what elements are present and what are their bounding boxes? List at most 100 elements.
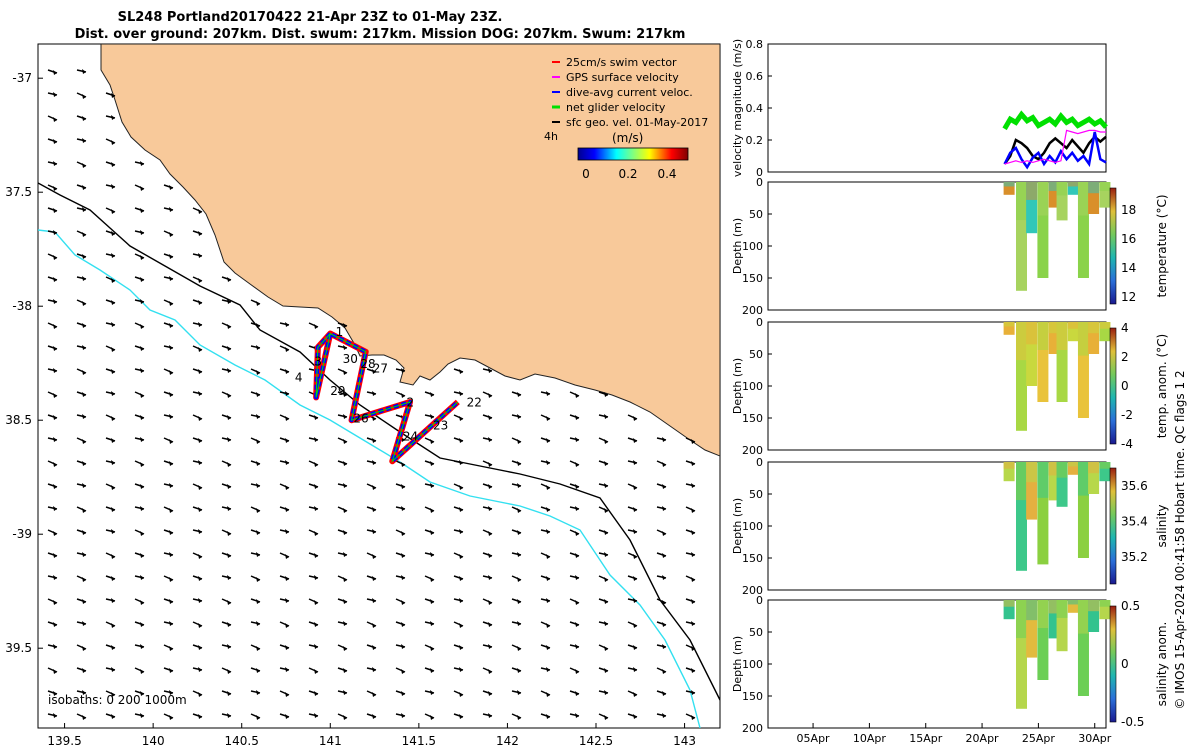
current-vector-head xyxy=(256,301,260,306)
current-vector-head xyxy=(314,506,318,511)
current-vector-head xyxy=(575,713,579,718)
current-vector-head xyxy=(198,209,202,214)
profile-column-upper xyxy=(1026,182,1038,200)
current-vector-head xyxy=(169,530,173,535)
current-vector-head xyxy=(575,644,579,649)
depth-tick-label: 150 xyxy=(742,552,763,565)
current-vector-head xyxy=(575,484,579,489)
current-vector-head xyxy=(343,508,347,513)
current-vector-head xyxy=(285,598,289,603)
current-vector-head xyxy=(111,231,115,236)
current-vector-head xyxy=(575,622,579,627)
current-vector-head xyxy=(459,416,463,421)
current-vector-head xyxy=(372,623,376,628)
profile-column xyxy=(1016,600,1027,709)
velocity-y-tick-label: 0.4 xyxy=(746,102,764,115)
temperature-anomaly-section: 0 50 100 150 200 Depth (m) 4 2 0 -2 -4 temp. anom. … xyxy=(731,316,1169,457)
current-vector-head xyxy=(111,576,115,581)
current-vector-head xyxy=(169,185,173,190)
track-day-label: 24 xyxy=(403,430,418,444)
profile-column-upper xyxy=(1077,182,1089,216)
current-vector-head xyxy=(53,600,57,605)
current-vector-head xyxy=(488,644,492,649)
depth-tick-label: 100 xyxy=(742,380,763,393)
current-vector-head xyxy=(256,621,260,626)
profile-column xyxy=(1016,322,1027,431)
current-vector-head xyxy=(198,529,202,534)
section-colorbar-tick: 0 xyxy=(1121,379,1129,393)
current-vector-head xyxy=(82,323,86,328)
profile-column xyxy=(1026,462,1038,520)
current-vector-head xyxy=(82,646,86,651)
current-vector-head xyxy=(169,276,173,281)
current-vector-head xyxy=(140,713,144,718)
isobath-1000m xyxy=(38,229,701,728)
current-vector-head xyxy=(314,437,318,442)
current-vector-head xyxy=(488,484,492,489)
current-vector-head xyxy=(140,600,144,605)
salinity-anomaly-section: 0 50 100 150 200 Depth (m) 0.5 0 -0.5 salinity an… xyxy=(731,594,1169,735)
current-vector-head xyxy=(140,208,144,213)
current-vector-head xyxy=(82,163,86,168)
current-vector-head xyxy=(459,667,463,672)
current-vector-head xyxy=(430,483,434,488)
current-vector-head xyxy=(517,392,521,397)
current-vector-head xyxy=(82,301,86,306)
current-vector-head xyxy=(633,714,637,719)
profile-column-upper xyxy=(1077,600,1089,634)
current-vector-head xyxy=(343,599,347,604)
current-vector-head xyxy=(53,255,57,260)
section-colorbar xyxy=(1109,187,1117,305)
legend-net-label: net glider velocity xyxy=(566,101,666,114)
current-vector-head xyxy=(517,530,521,535)
map-x-tick-label: 140.5 xyxy=(225,734,259,748)
current-vector-head xyxy=(198,485,202,490)
current-vector-head xyxy=(140,393,144,398)
current-vector-head xyxy=(140,346,144,351)
current-vector-head xyxy=(198,692,202,697)
current-vector-head xyxy=(372,554,376,559)
map-x-tick-label: 139.5 xyxy=(47,734,81,748)
profile-column xyxy=(1048,462,1060,501)
current-vector-head xyxy=(53,415,57,420)
current-vector-head xyxy=(488,393,492,398)
current-vector-head xyxy=(430,439,434,444)
current-vector-head xyxy=(314,553,318,558)
profile-column xyxy=(1037,462,1049,565)
current-vector-head xyxy=(140,691,144,696)
profile-column-upper xyxy=(1048,462,1060,476)
current-vector-head xyxy=(488,531,492,536)
current-vector-head xyxy=(459,598,463,603)
current-vector-head xyxy=(53,208,57,213)
current-vector-head xyxy=(633,416,637,421)
profile-column xyxy=(1099,322,1111,342)
current-vector-head xyxy=(256,715,260,720)
section-colorbar-tick: 0 xyxy=(1121,657,1129,671)
current-vector-head xyxy=(343,461,347,466)
current-vector-head xyxy=(662,622,666,627)
speed-colorbar-tick-2: 0.4 xyxy=(657,167,676,181)
current-vector-head xyxy=(111,93,115,98)
track-day-label: 22 xyxy=(467,396,482,410)
current-vector-head xyxy=(140,644,144,649)
map-y-axis: -37 37.5 -38 38.5 -39 39.5 xyxy=(5,71,43,655)
current-vector-head xyxy=(169,232,173,237)
current-vector-head xyxy=(401,531,405,536)
current-vector-head xyxy=(53,186,57,191)
depth-tick-label: 0 xyxy=(756,316,763,329)
profile-column xyxy=(1016,182,1027,291)
current-vector-head xyxy=(343,621,347,626)
current-vector-head xyxy=(256,552,260,557)
map-y-tick-label: -37 xyxy=(12,71,32,85)
profile-column xyxy=(1048,182,1060,208)
current-vector-head xyxy=(401,393,405,398)
current-vector-head xyxy=(53,437,57,442)
current-vector-head xyxy=(169,301,173,306)
current-vector-head xyxy=(517,668,521,673)
velocity-y-tick-label: 0.8 xyxy=(746,38,764,51)
current-vector-head xyxy=(372,460,376,465)
current-vector-head xyxy=(430,392,434,397)
current-vector-head xyxy=(169,599,173,604)
current-vector-head xyxy=(285,554,289,559)
current-vector-head xyxy=(343,715,347,720)
